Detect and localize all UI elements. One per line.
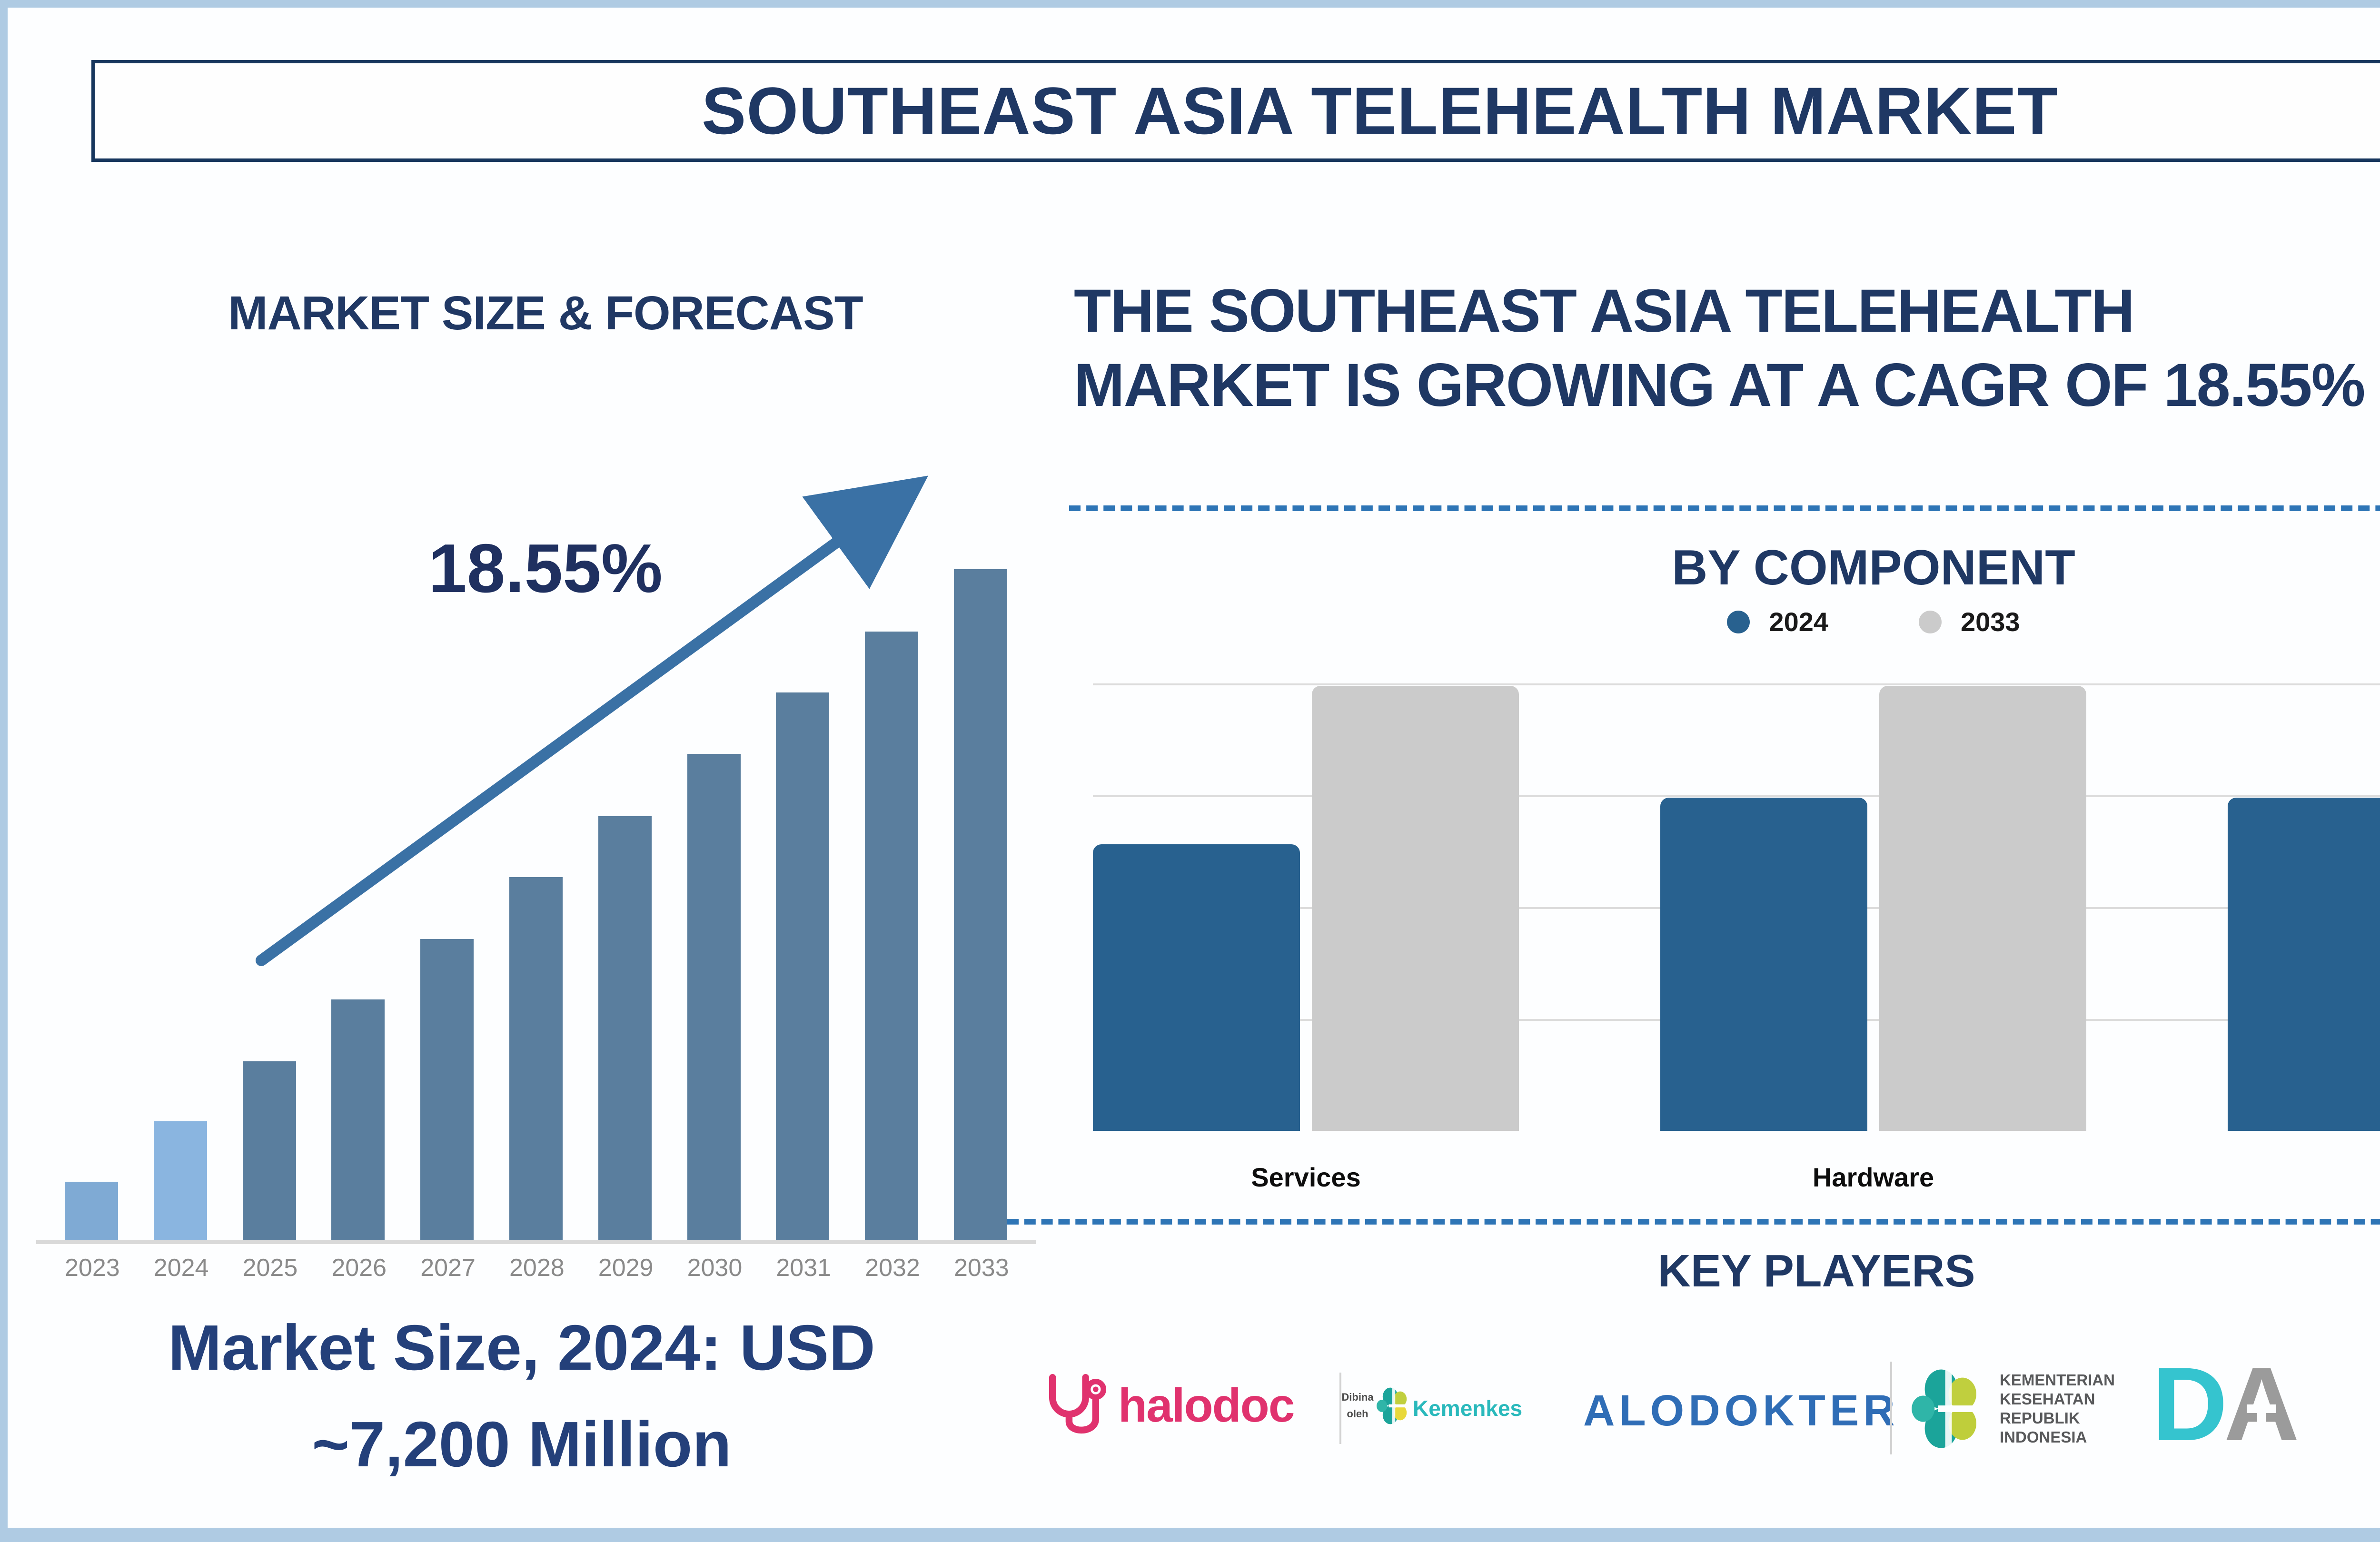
market-size-caption: Market Size, 2024: USD ~7,200 Million — [50, 1300, 993, 1493]
legend-item-2024: 2024 — [1727, 606, 1828, 637]
gridline — [1093, 795, 2380, 797]
component-x-label: Services — [1251, 1162, 1361, 1192]
forecast-x-label: 2023 — [65, 1254, 120, 1282]
component-legend: 2024 2033 — [1093, 606, 2380, 637]
logo-halodoc: halodoc — [1042, 1370, 1295, 1441]
heart-pulse-icon — [2372, 1368, 2380, 1446]
bar-2024-services — [1093, 844, 1300, 1131]
logo-whitecoat: WhiteCoat — [2372, 1368, 2380, 1446]
forecast-bar-2025 — [242, 1061, 296, 1240]
forecast-x-label: 2024 — [153, 1254, 209, 1282]
alodokter-wordmark: ALODOKTER — [1583, 1386, 1899, 1435]
logo-divider — [1339, 1373, 1341, 1444]
dibina-oleh-label: Dibina oleh — [1341, 1391, 1374, 1420]
legend-label: 2033 — [1961, 607, 2020, 637]
forecast-bar-2024 — [153, 1121, 207, 1240]
page-title: SOUTHEAST ASIA TELEHEALTH MARKET — [701, 73, 2059, 148]
component-plot — [1093, 683, 2380, 1131]
component-group-services — [1093, 683, 1519, 1131]
halodoc-wordmark: halodoc — [1118, 1378, 1295, 1432]
clover-flower-icon — [1377, 1387, 1411, 1425]
forecast-heading: MARKET SIZE & FORECAST — [228, 287, 863, 340]
component-group-software — [2228, 683, 2380, 1131]
forecast-x-labels: 2023 2024 2025 2026 2027 2028 2029 2030 2031 2032… — [65, 1254, 1009, 1282]
caption-line-1: Market Size, 2024: USD — [168, 1312, 875, 1384]
forecast-x-label: 2029 — [598, 1254, 654, 1282]
forecast-x-label: 2027 — [420, 1254, 476, 1282]
logo-divider — [1890, 1362, 1892, 1454]
forecast-x-label: 2031 — [776, 1254, 832, 1282]
forecast-bar-2028 — [509, 877, 563, 1240]
component-group-hardware — [1660, 683, 2086, 1131]
forecast-bar-2023 — [65, 1182, 118, 1240]
component-x-labels: Services Hardware Software — [1093, 1162, 2380, 1200]
by-component-title: BY COMPONENT — [1672, 540, 2075, 595]
forecast-bars — [65, 569, 1007, 1240]
forecast-x-label: 2033 — [953, 1254, 1009, 1282]
logo-kementerian: KEMENTERIAN KESEHATAN REPUBLIK INDONESIA — [1912, 1368, 2115, 1450]
forecast-x-label: 2032 — [865, 1254, 920, 1282]
stethoscope-icon — [1049, 1374, 1107, 1434]
forecast-bar-2026 — [331, 999, 385, 1240]
bar-2024-hardware — [1660, 797, 1867, 1131]
divider-dashed-top — [1069, 505, 2380, 511]
forecast-bar-2029 — [598, 816, 652, 1240]
component-x-label: Software — [2228, 1162, 2380, 1193]
legend-item-2033: 2033 — [1919, 606, 2020, 637]
forecast-x-label: 2028 — [509, 1254, 565, 1282]
logo-doctor-anywhere: D A — [2152, 1345, 2300, 1463]
forecast-x-label: 2030 — [687, 1254, 743, 1282]
da-letter-a: A — [2224, 1352, 2300, 1456]
title-box: SOUTHEAST ASIA TELEHEALTH MARKET — [91, 60, 2380, 162]
cagr-label: 18.55% — [428, 530, 663, 607]
bar-2033-services — [1312, 685, 1519, 1131]
kemenkes-wordmark: Kemenkes — [1413, 1396, 1523, 1421]
forecast-bar-2032 — [865, 632, 919, 1240]
caption-line-2: ~7,200 Million — [312, 1408, 732, 1480]
legend-label: 2024 — [1769, 607, 1828, 637]
forecast-x-label: 2025 — [242, 1254, 298, 1282]
component-x-label: Hardware — [1812, 1162, 1934, 1192]
forecast-bar-2033 — [953, 569, 1007, 1240]
divider-dashed-bottom — [1007, 1219, 2380, 1225]
gridline — [1093, 683, 2380, 685]
kemenkes-ministry-text: KEMENTERIAN KESEHATAN REPUBLIK INDONESIA — [2000, 1371, 2115, 1446]
cagr-heading: THE SOUTHEAST ASIA TELEHEALTH MARKET IS … — [1074, 277, 2365, 420]
bar-2024-software — [2228, 797, 2380, 1131]
forecast-baseline — [36, 1240, 1036, 1244]
legend-dot — [1919, 610, 1942, 633]
growth-arrow — [256, 475, 929, 966]
forecast-bar-2027 — [420, 939, 474, 1240]
forecast-bar-2030 — [687, 753, 741, 1240]
forecast-x-label: 2026 — [331, 1254, 387, 1282]
key-players-title: KEY PLAYERS — [1657, 1245, 1975, 1296]
da-letter-d: D — [2152, 1345, 2228, 1463]
forecast-bar-2031 — [776, 692, 830, 1240]
legend-dot — [1727, 610, 1750, 633]
bar-2033-hardware — [1879, 685, 2086, 1131]
clover-flower-icon — [1912, 1368, 1985, 1450]
